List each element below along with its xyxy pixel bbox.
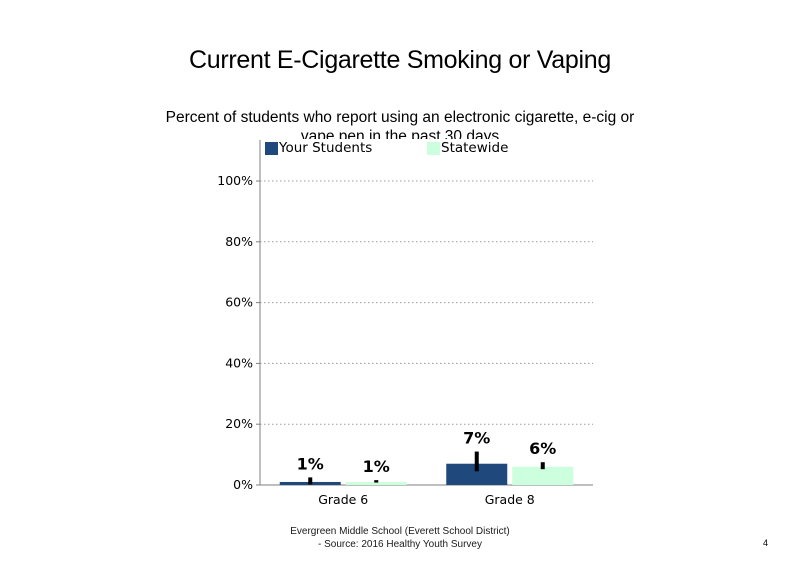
footer: Evergreen Middle School (Everett School … xyxy=(240,525,560,551)
footer-source: - Source: 2016 Healthy Youth Survey xyxy=(318,539,482,550)
y-tick-label: 40% xyxy=(225,355,253,370)
y-tick-label: 20% xyxy=(225,416,253,431)
chart-title: Current E-Cigarette Smoking or Vaping xyxy=(189,46,611,74)
data-label: 6% xyxy=(529,439,556,458)
legend-label-statewide: Statewide xyxy=(441,140,509,156)
bar xyxy=(512,466,574,485)
legend-swatch-statewide xyxy=(427,142,440,155)
bar xyxy=(345,481,407,485)
footer-school: Evergreen Middle School (Everett School … xyxy=(290,526,510,537)
bar xyxy=(446,463,508,485)
y-tick-label: 100% xyxy=(217,173,253,188)
page-number: 4 xyxy=(763,538,769,548)
data-label: 7% xyxy=(463,429,490,448)
y-tick-label: 60% xyxy=(225,295,253,310)
data-label: 1% xyxy=(363,457,390,476)
legend-label-your-students: Your Students xyxy=(279,140,373,156)
data-label: 1% xyxy=(297,454,324,473)
y-tick-label: 0% xyxy=(233,477,253,492)
chart-subtitle: Percent of students who report using an … xyxy=(165,109,635,139)
x-tick-label: Grade 8 xyxy=(485,492,535,507)
x-tick-label: Grade 6 xyxy=(318,492,368,507)
legend-swatch-your-students xyxy=(265,142,278,155)
y-tick-label: 80% xyxy=(225,234,253,249)
